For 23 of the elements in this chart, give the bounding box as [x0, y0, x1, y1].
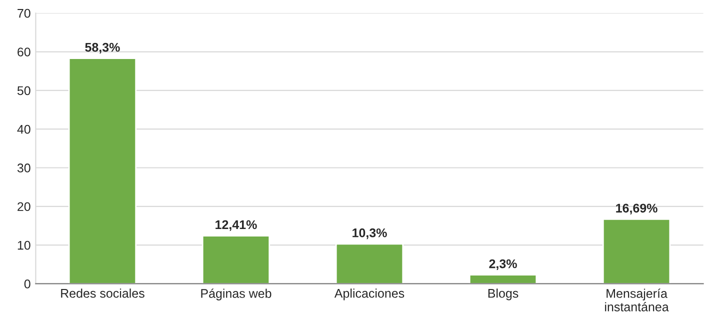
- y-tick-label: 70: [18, 8, 30, 18]
- bar: [68, 58, 137, 284]
- x-tick-label: Redes sociales: [61, 288, 144, 298]
- y-tick-label: 30: [17, 164, 30, 172]
- y-tick-label: 60: [18, 48, 30, 56]
- bar: [602, 218, 671, 284]
- x-tick-label: Blogs: [488, 288, 518, 300]
- bar: [335, 243, 404, 284]
- data-label: 58,3%: [85, 42, 120, 54]
- data-label: 12,41%: [216, 220, 257, 231]
- data-label: 2,3%: [489, 259, 517, 270]
- bar: [202, 235, 270, 284]
- y-tick-label: 0: [24, 280, 30, 288]
- x-tick-label: Aplicaciones: [334, 288, 404, 300]
- x-tick-label: Mensajería instantánea: [605, 288, 669, 312]
- bar: [468, 274, 538, 284]
- x-tick-label: Páginas web: [201, 288, 272, 300]
- y-tick-label: 20: [18, 202, 30, 212]
- y-tick-label: 50: [17, 86, 30, 96]
- y-tick-label: 40: [17, 124, 30, 134]
- data-label: 16,69%: [616, 204, 658, 214]
- data-label: 10,3%: [352, 228, 387, 240]
- y-tick-label: 10: [18, 240, 30, 250]
